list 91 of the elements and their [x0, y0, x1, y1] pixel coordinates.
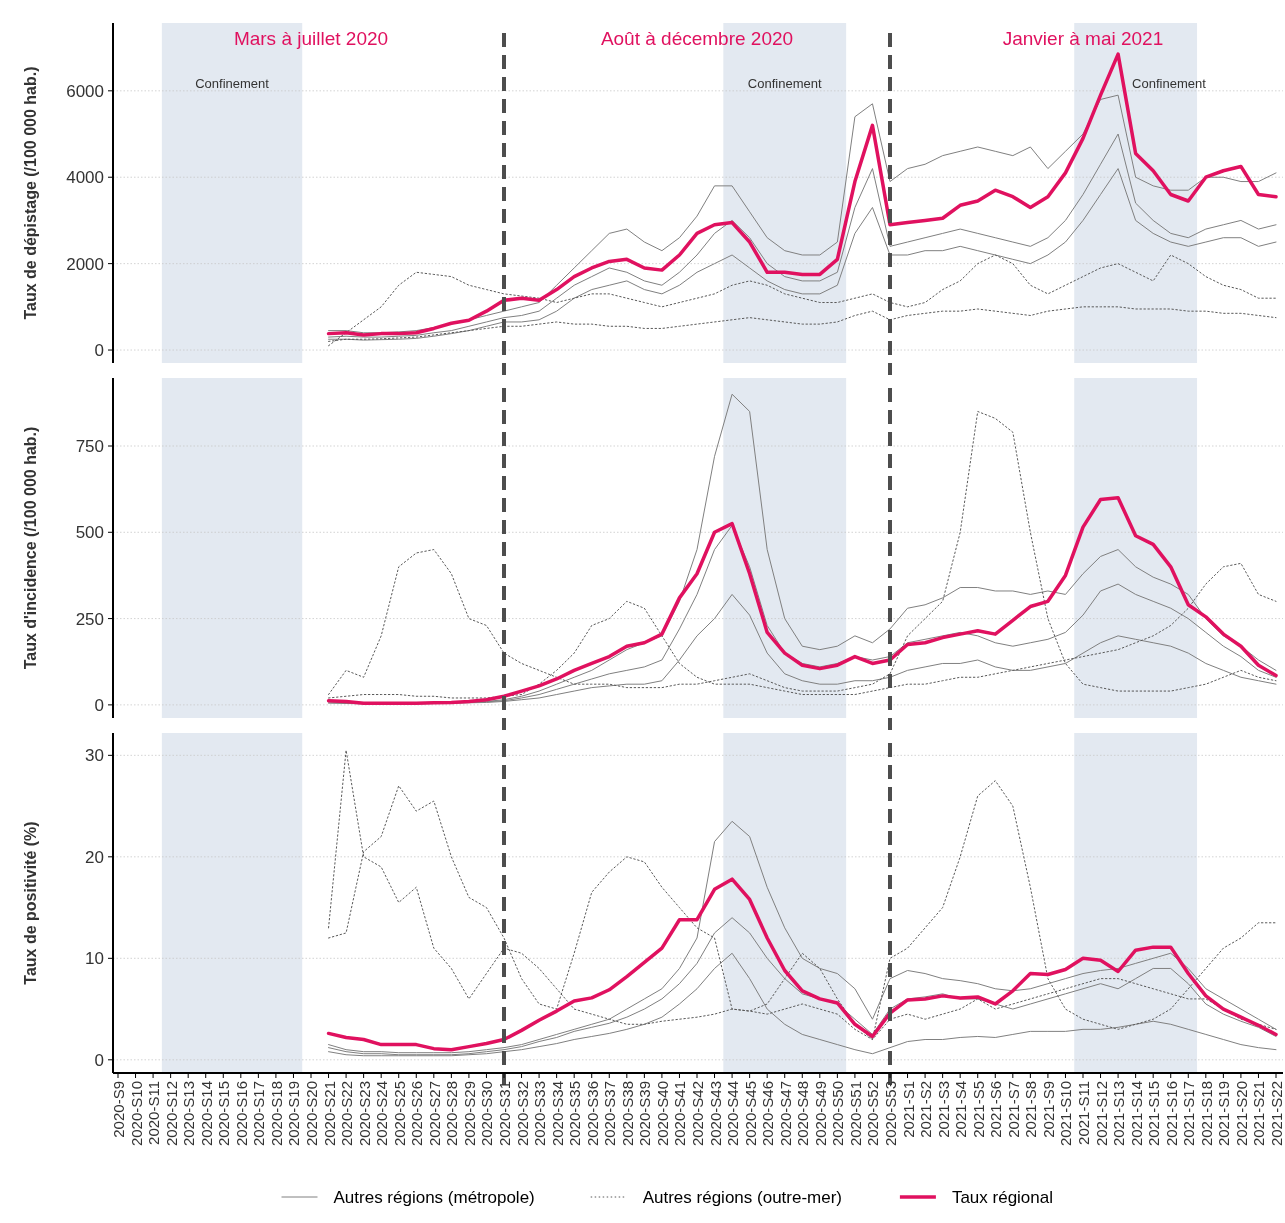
- legend-label: Autres régions (métropole): [333, 1188, 535, 1207]
- x-tick-label: 2020-S19: [285, 1081, 303, 1147]
- x-tick-label: 2020-S45: [741, 1081, 759, 1147]
- x-tick-label: 2020-S35: [566, 1081, 584, 1147]
- y-tick-label: 30: [85, 746, 104, 766]
- x-tick-label: 2021-S16: [1162, 1081, 1180, 1147]
- y-tick-label: 6000: [66, 81, 104, 101]
- x-tick-label: 2020-S11: [145, 1081, 163, 1145]
- x-tick-label: 2020-S42: [689, 1081, 706, 1147]
- x-tick-label: 2021-S7: [1004, 1081, 1022, 1138]
- x-tick-label: 2020-S31: [496, 1081, 513, 1147]
- x-tick-label: 2020-S10: [127, 1081, 145, 1147]
- x-tick-label: 2020-S49: [811, 1081, 829, 1147]
- x-tick-label: 2020-S29: [460, 1081, 478, 1147]
- x-tick-label: 2021-S12: [1092, 1081, 1110, 1147]
- band-label: Confinement: [1132, 76, 1207, 91]
- x-tick-label: 2020-S32: [513, 1081, 531, 1147]
- y-axis-title: Taux d'incidence (/100 000 hab.): [22, 426, 39, 670]
- x-tick-label: 2021-S15: [1145, 1081, 1163, 1147]
- x-tick-label: 2020-S23: [355, 1081, 373, 1147]
- x-tick-label: 2021-S10: [1057, 1081, 1075, 1147]
- x-tick-label: 2020-S43: [706, 1081, 724, 1147]
- x-tick-label: 2021-S17: [1180, 1081, 1198, 1147]
- x-tick-label: 2020-S53: [882, 1081, 899, 1147]
- x-tick-label: 2021-S19: [1215, 1081, 1233, 1147]
- y-tick-label: 750: [75, 436, 104, 456]
- x-tick-label: 2021-S13: [1110, 1081, 1128, 1147]
- x-tick-label: 2020-S16: [232, 1081, 250, 1147]
- x-tick-label: 2021-S21: [1250, 1081, 1268, 1147]
- x-tick-label: 2020-S22: [338, 1081, 356, 1147]
- x-tick-label: 2020-S47: [776, 1081, 794, 1147]
- x-tick-label: 2020-S18: [267, 1081, 285, 1147]
- x-tick-label: 2021-S14: [1127, 1081, 1145, 1147]
- y-tick-label: 500: [75, 523, 104, 543]
- x-tick-label: 2021-S20: [1232, 1081, 1250, 1147]
- x-tick-label: 2020-S52: [864, 1081, 882, 1147]
- x-tick-label: 2020-S44: [724, 1081, 742, 1147]
- x-tick-label: 2020-S39: [636, 1081, 654, 1147]
- x-tick-label: 2020-S15: [215, 1081, 233, 1147]
- x-tick-label: 2020-S14: [197, 1081, 215, 1147]
- x-tick-label: 2020-S37: [601, 1081, 619, 1147]
- annotation: Mars à juillet 2020: [233, 28, 389, 49]
- x-tick-label: 2021-S11: [1075, 1081, 1092, 1145]
- y-axis-title: Taux de dépistage (/100 000 hab.): [22, 66, 39, 320]
- x-tick-label: 2020-S34: [548, 1081, 566, 1147]
- x-tick-label: 2020-S17: [250, 1081, 268, 1147]
- x-tick-label: 2020-S24: [373, 1081, 391, 1147]
- x-tick-label: 2021-S9: [1039, 1081, 1057, 1138]
- x-tick-label: 2020-S36: [583, 1081, 601, 1147]
- x-tick-label: 2020-S27: [425, 1081, 443, 1147]
- band-label: Confinement: [195, 76, 270, 91]
- x-tick-label: 2020-S41: [671, 1081, 689, 1147]
- x-tick-label: 2020-S33: [531, 1081, 549, 1147]
- band-label: Confinement: [747, 76, 822, 91]
- x-tick-label: 2020-S12: [162, 1081, 180, 1147]
- x-tick-label: 2021-S22: [1268, 1081, 1285, 1147]
- x-tick-label: 2021-S6: [987, 1081, 1005, 1138]
- y-tick-label: 10: [85, 949, 104, 969]
- annotation: Janvier à mai 2021: [1002, 28, 1164, 49]
- y-axis-title: Taux de positivité (%): [22, 821, 39, 985]
- x-tick-label: 2020-S40: [653, 1081, 671, 1147]
- x-tick-label: 2020-S25: [390, 1081, 408, 1147]
- y-tick-label: 0: [94, 340, 104, 360]
- x-tick-label: 2020-S28: [443, 1081, 461, 1147]
- x-tick-label: 2021-S3: [934, 1081, 952, 1138]
- x-tick-label: 2021-S2: [917, 1081, 935, 1138]
- x-tick-label: 2020-S9: [110, 1081, 127, 1138]
- x-tick-label: 2021-S5: [969, 1081, 987, 1138]
- annotation: Août à décembre 2020: [600, 28, 794, 49]
- y-tick-label: 4000: [66, 168, 104, 188]
- x-tick-label: 2020-S26: [408, 1081, 426, 1147]
- x-tick-label: 2020-S38: [618, 1081, 636, 1147]
- x-tick-label: 2020-S21: [320, 1081, 338, 1147]
- x-tick-label: 2020-S50: [829, 1081, 847, 1147]
- x-tick-label: 2021-S4: [952, 1081, 970, 1138]
- y-tick-label: 2000: [66, 254, 104, 274]
- y-tick-label: 0: [94, 695, 104, 715]
- x-tick-label: 2020-S51: [846, 1081, 864, 1147]
- x-tick-label: 2020-S46: [759, 1081, 777, 1147]
- x-tick-label: 2021-S8: [1022, 1081, 1040, 1138]
- x-tick-label: 2021-S18: [1197, 1081, 1215, 1147]
- legend-label: Autres régions (outre-mer): [642, 1188, 843, 1207]
- legend-label: Taux régional: [951, 1188, 1054, 1207]
- x-tick-label: 2020-S13: [180, 1081, 198, 1147]
- y-tick-label: 0: [94, 1050, 104, 1070]
- y-tick-label: 250: [75, 609, 104, 629]
- y-tick-label: 20: [85, 847, 104, 867]
- x-tick-label: 2020-S30: [478, 1081, 496, 1147]
- x-tick-label: 2021-S1: [899, 1081, 917, 1138]
- x-tick-label: 2020-S48: [794, 1081, 812, 1147]
- x-tick-label: 2020-S20: [303, 1081, 320, 1147]
